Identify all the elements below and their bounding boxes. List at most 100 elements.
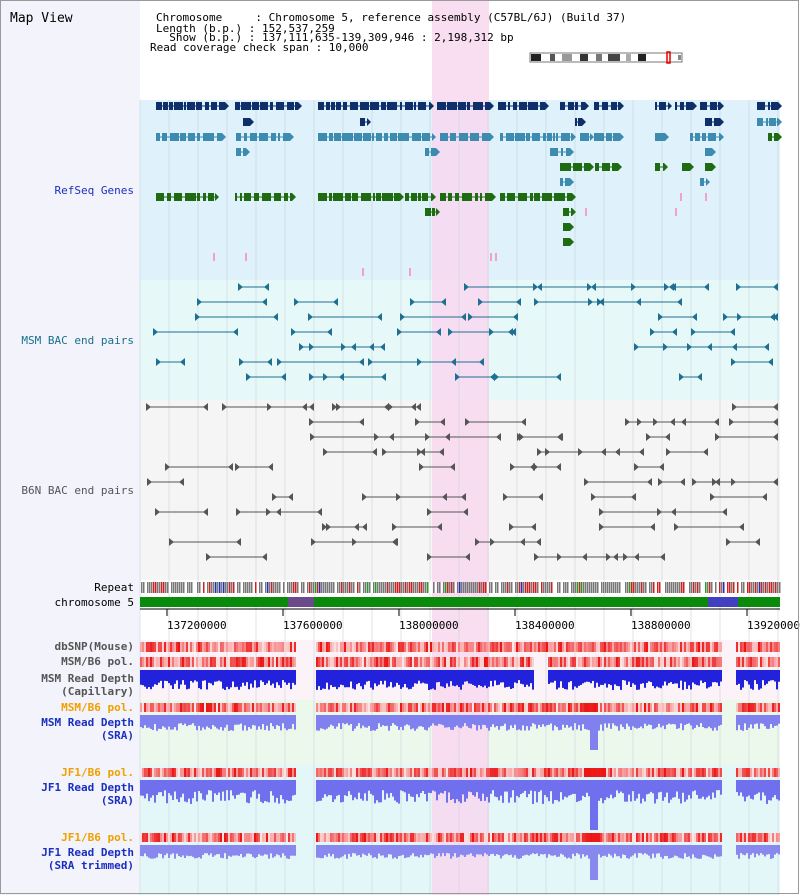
msm-b6-pol-cell [398,657,400,667]
b6n-bac-pair-end [660,553,665,561]
msm-b6-pol-sra-cell [216,703,218,712]
repeat-element [447,582,449,593]
msm-b6-pol-sra-cell [508,703,510,712]
label-msm-b6-pol[interactable]: MSM/B6 pol. [61,655,134,668]
jf1-depth-sra-bar [184,780,186,802]
jf1-b6-pol-trim-cell [272,833,274,842]
label-msm-read-depth-sra[interactable]: MSM Read Depth [41,716,134,729]
jf1-b6-pol-trim-cell [268,833,270,842]
jf1-b6-pol-trim-cell [578,833,580,842]
label-msm-bac-end-pairs[interactable]: MSM BAC end pairs [21,334,134,347]
refseq-marker [213,253,215,261]
dbsnp-cell [772,642,774,652]
label-refseq-genes[interactable]: RefSeq Genes [55,184,134,197]
b6n-bac-pair-end [773,418,778,426]
msm-b6-pol-sra-cell [562,703,564,712]
msm-depth-sra-bar [612,715,614,724]
msm-depth-sra-bar [524,715,526,731]
repeat-element [335,582,337,593]
msm-depth-sra-bar [696,715,698,726]
dbsnp-cell [350,642,352,652]
b6n-bac-pair-end [646,433,651,441]
msm-b6-pol-cell [626,657,628,667]
jf1-depth-trim-bar [190,845,192,856]
gene-exon [560,102,565,110]
msm-b6-pol-sra-cell [748,703,750,712]
msm-depth-capillary-bar [186,670,188,690]
msm-depth-capillary-bar [330,670,332,686]
msm-b6-pol-cell [318,657,320,667]
msm-b6-pol-cell [390,657,392,667]
jf1-depth-trim-bar [152,845,154,859]
msm-depth-capillary-bar [676,670,678,684]
gene-exon [467,102,470,110]
msm-b6-pol-cell [164,657,166,667]
jf1-b6-pol-trim-cell [532,833,534,842]
jf1-b6-pol-cell [232,768,234,777]
msm-b6-pol-cell [162,657,164,667]
jf1-depth-trim-bar [762,845,764,855]
jf1-b6-pol-cell [678,768,680,777]
label-jf1-read-depth-sra[interactable]: JF1 Read Depth [41,781,134,794]
msm-depth-sra-bar [180,715,182,724]
dbsnp-cell [190,642,192,652]
msm-b6-pol-sra-cell [560,703,562,712]
label-b6n-bac-end-pairs[interactable]: B6N BAC end pairs [21,484,134,497]
gene-strand-arrow [570,223,574,231]
refseq-marker [409,268,411,276]
b6n-bac-pair-end [674,523,679,531]
msm-depth-sra-bar [640,715,642,727]
label-jf1-b6-pol-2[interactable]: JF1/B6 pol. [61,831,134,844]
label-msm-read-depth-capillary[interactable]: MSM Read Depth [41,672,134,685]
repeat-element [301,582,303,593]
msm-b6-pol-sra-cell [736,703,738,712]
repeat-element [505,582,507,593]
jf1-depth-sra-bar [374,780,376,804]
dbsnp-cell [338,642,340,652]
b6n-bac-pair-end [556,463,561,471]
jf1-b6-pol-cell [508,768,510,777]
dbsnp-cell [318,642,320,652]
label-dbsnp[interactable]: dbSNP(Mouse) [55,640,134,653]
msm-bac-pair-end [309,373,314,381]
highlight-region[interactable] [432,0,489,895]
msm-depth-capillary-bar [418,670,420,681]
label-jf1-read-depth-trimmed[interactable]: JF1 Read Depth [41,846,134,859]
repeat-element [323,582,325,593]
msm-b6-pol-sra-cell [554,703,556,712]
msm-depth-sra-bar [262,715,264,724]
repeat-element [441,582,443,593]
jf1-b6-pol-trim-cell [768,833,770,842]
label-msm-b6-pol-sra[interactable]: MSM/B6 pol. [61,701,134,714]
msm-bac-pair-end [537,283,542,291]
dbsnp-cell [692,642,694,652]
msm-b6-pol-sra-cell [580,703,582,712]
jf1-depth-trim-bar [166,845,168,854]
jf1-depth-trim-bar [194,845,196,859]
label-chromosome[interactable]: chromosome 5 [55,596,134,609]
jf1-depth-sra-bar [520,780,522,795]
msm-depth-sra-bar [602,715,604,731]
msm-depth-sra-bar [374,715,376,731]
b6n-bac-pair-end [650,523,655,531]
msm-depth-capillary-bar [456,670,458,686]
b6n-bac-pair-end [317,508,322,516]
jf1-b6-pol-cell [620,768,622,777]
msm-b6-pol-cell [778,657,780,667]
dbsnp-cell [566,642,568,652]
msm-depth-capillary-bar [624,670,626,681]
msm-depth-sra-bar [530,715,532,727]
msm-depth-sra-bar [222,715,224,731]
label-jf1-b6-pol[interactable]: JF1/B6 pol. [61,766,134,779]
repeat-element [309,582,311,593]
jf1-depth-trim-bar [768,845,770,855]
msm-b6-pol-sra-cell [222,703,224,712]
repeat-element [581,582,583,593]
label-repeat[interactable]: Repeat [94,581,134,594]
msm-b6-pol-sra-cell [182,703,184,712]
jf1-depth-sra-bar [706,780,708,798]
repeat-element [695,582,697,593]
msm-depth-sra-bar [626,715,628,724]
chromosome-ideogram[interactable] [529,51,683,64]
gene-exon [354,133,362,141]
